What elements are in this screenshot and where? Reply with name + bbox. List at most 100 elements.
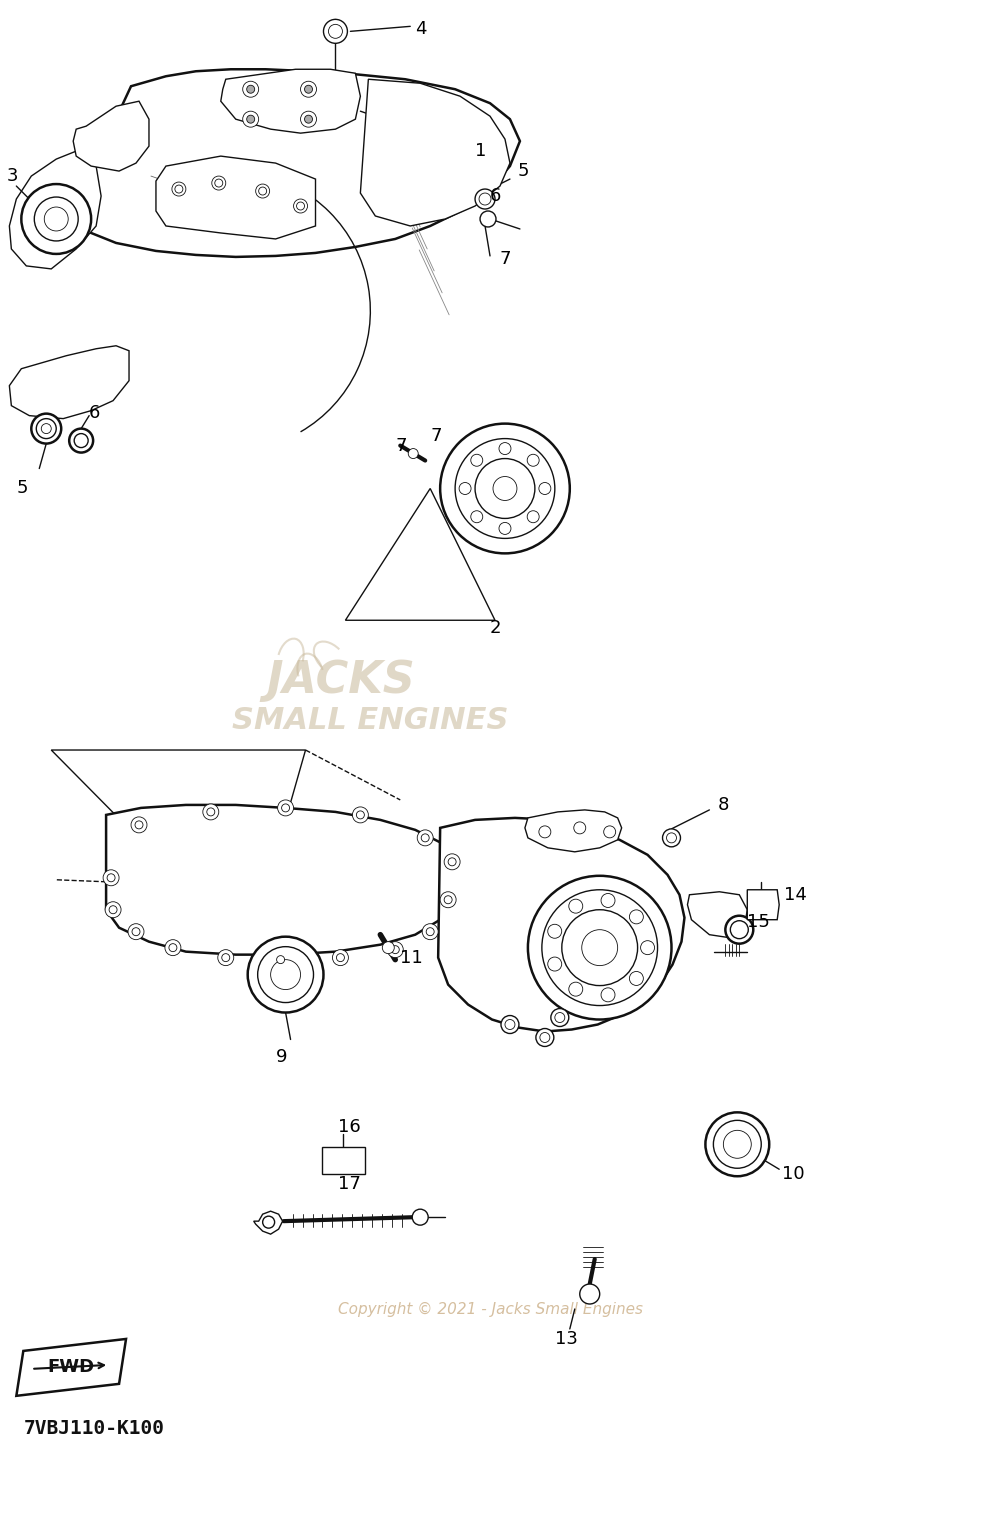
Circle shape <box>175 185 183 193</box>
Circle shape <box>105 902 121 917</box>
Circle shape <box>455 439 554 538</box>
Circle shape <box>475 459 535 518</box>
Circle shape <box>243 81 258 97</box>
Text: 11: 11 <box>400 949 423 966</box>
Circle shape <box>471 454 483 466</box>
Text: 9: 9 <box>275 1048 287 1066</box>
Circle shape <box>542 890 657 1006</box>
Circle shape <box>301 111 317 128</box>
Text: 16: 16 <box>339 1118 361 1136</box>
Text: 4: 4 <box>415 20 427 38</box>
Polygon shape <box>360 79 510 226</box>
Circle shape <box>666 832 676 843</box>
Circle shape <box>32 413 61 444</box>
Circle shape <box>135 820 143 829</box>
Text: 10: 10 <box>782 1165 805 1183</box>
Circle shape <box>203 804 219 820</box>
Circle shape <box>305 115 313 123</box>
Circle shape <box>539 483 550 495</box>
Text: 7VBJ110-K100: 7VBJ110-K100 <box>24 1419 164 1438</box>
Circle shape <box>247 85 254 93</box>
Circle shape <box>301 81 317 97</box>
Text: 13: 13 <box>554 1331 578 1347</box>
Circle shape <box>574 822 586 834</box>
Circle shape <box>272 951 288 968</box>
Circle shape <box>329 24 343 38</box>
Text: 1: 1 <box>475 143 486 159</box>
Circle shape <box>421 834 430 842</box>
Circle shape <box>569 983 583 996</box>
Circle shape <box>539 826 550 838</box>
Polygon shape <box>221 70 360 134</box>
Circle shape <box>582 930 618 966</box>
Circle shape <box>128 924 144 940</box>
Circle shape <box>731 921 748 939</box>
Circle shape <box>69 428 93 453</box>
Circle shape <box>714 1121 761 1168</box>
Circle shape <box>103 870 119 886</box>
Polygon shape <box>106 805 460 954</box>
Circle shape <box>569 899 583 913</box>
Text: Copyright © 2021 - Jacks Small Engines: Copyright © 2021 - Jacks Small Engines <box>338 1302 643 1317</box>
Circle shape <box>412 1209 429 1226</box>
Circle shape <box>441 892 456 908</box>
Circle shape <box>499 442 511 454</box>
Circle shape <box>630 972 644 986</box>
Circle shape <box>165 940 181 955</box>
Circle shape <box>471 510 483 523</box>
Circle shape <box>547 924 561 939</box>
Circle shape <box>277 801 294 816</box>
Text: 7: 7 <box>395 436 407 454</box>
Text: 3: 3 <box>6 167 18 185</box>
Circle shape <box>356 811 364 819</box>
Text: 7: 7 <box>431 427 442 445</box>
Circle shape <box>207 808 215 816</box>
Circle shape <box>630 910 644 924</box>
Circle shape <box>547 957 561 971</box>
Polygon shape <box>9 346 129 419</box>
Circle shape <box>422 924 439 940</box>
Text: 2: 2 <box>490 620 502 638</box>
Polygon shape <box>156 156 316 238</box>
Polygon shape <box>9 149 101 269</box>
Circle shape <box>132 928 140 936</box>
Circle shape <box>248 937 324 1013</box>
Circle shape <box>294 199 308 213</box>
Circle shape <box>22 184 91 254</box>
Circle shape <box>337 954 345 962</box>
Polygon shape <box>687 892 747 937</box>
Ellipse shape <box>393 93 408 111</box>
Text: 5: 5 <box>518 163 530 181</box>
Circle shape <box>459 483 471 495</box>
Circle shape <box>662 829 680 846</box>
Text: 17: 17 <box>339 1176 361 1194</box>
Circle shape <box>305 85 313 93</box>
Circle shape <box>169 943 177 951</box>
Circle shape <box>536 1028 553 1047</box>
Polygon shape <box>323 1147 365 1174</box>
Circle shape <box>333 949 348 966</box>
Circle shape <box>222 954 230 962</box>
Circle shape <box>528 510 540 523</box>
Circle shape <box>408 448 418 459</box>
Circle shape <box>445 896 452 904</box>
Circle shape <box>580 1284 600 1303</box>
Circle shape <box>601 987 615 1003</box>
Circle shape <box>724 1130 751 1159</box>
Circle shape <box>270 960 301 989</box>
Circle shape <box>109 905 117 914</box>
Circle shape <box>561 910 638 986</box>
Circle shape <box>726 916 753 943</box>
Circle shape <box>35 197 78 242</box>
Text: 15: 15 <box>747 913 770 931</box>
Ellipse shape <box>428 140 443 158</box>
Circle shape <box>493 477 517 500</box>
Text: 6: 6 <box>89 404 101 422</box>
Circle shape <box>540 1033 549 1042</box>
Circle shape <box>475 188 495 210</box>
Circle shape <box>445 854 460 870</box>
Circle shape <box>255 184 269 197</box>
Circle shape <box>45 207 68 231</box>
Ellipse shape <box>413 114 428 132</box>
Circle shape <box>324 20 347 44</box>
